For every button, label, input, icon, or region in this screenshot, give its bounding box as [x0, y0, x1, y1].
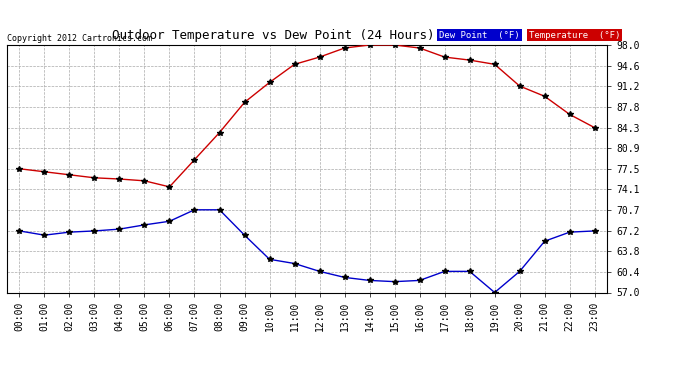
Title: Outdoor Temperature vs Dew Point (24 Hours) 20120716: Outdoor Temperature vs Dew Point (24 Hou…	[112, 30, 502, 42]
Text: Dew Point  (°F): Dew Point (°F)	[439, 31, 520, 40]
Text: Temperature  (°F): Temperature (°F)	[529, 31, 620, 40]
Text: Copyright 2012 Cartronics.com: Copyright 2012 Cartronics.com	[7, 33, 152, 42]
